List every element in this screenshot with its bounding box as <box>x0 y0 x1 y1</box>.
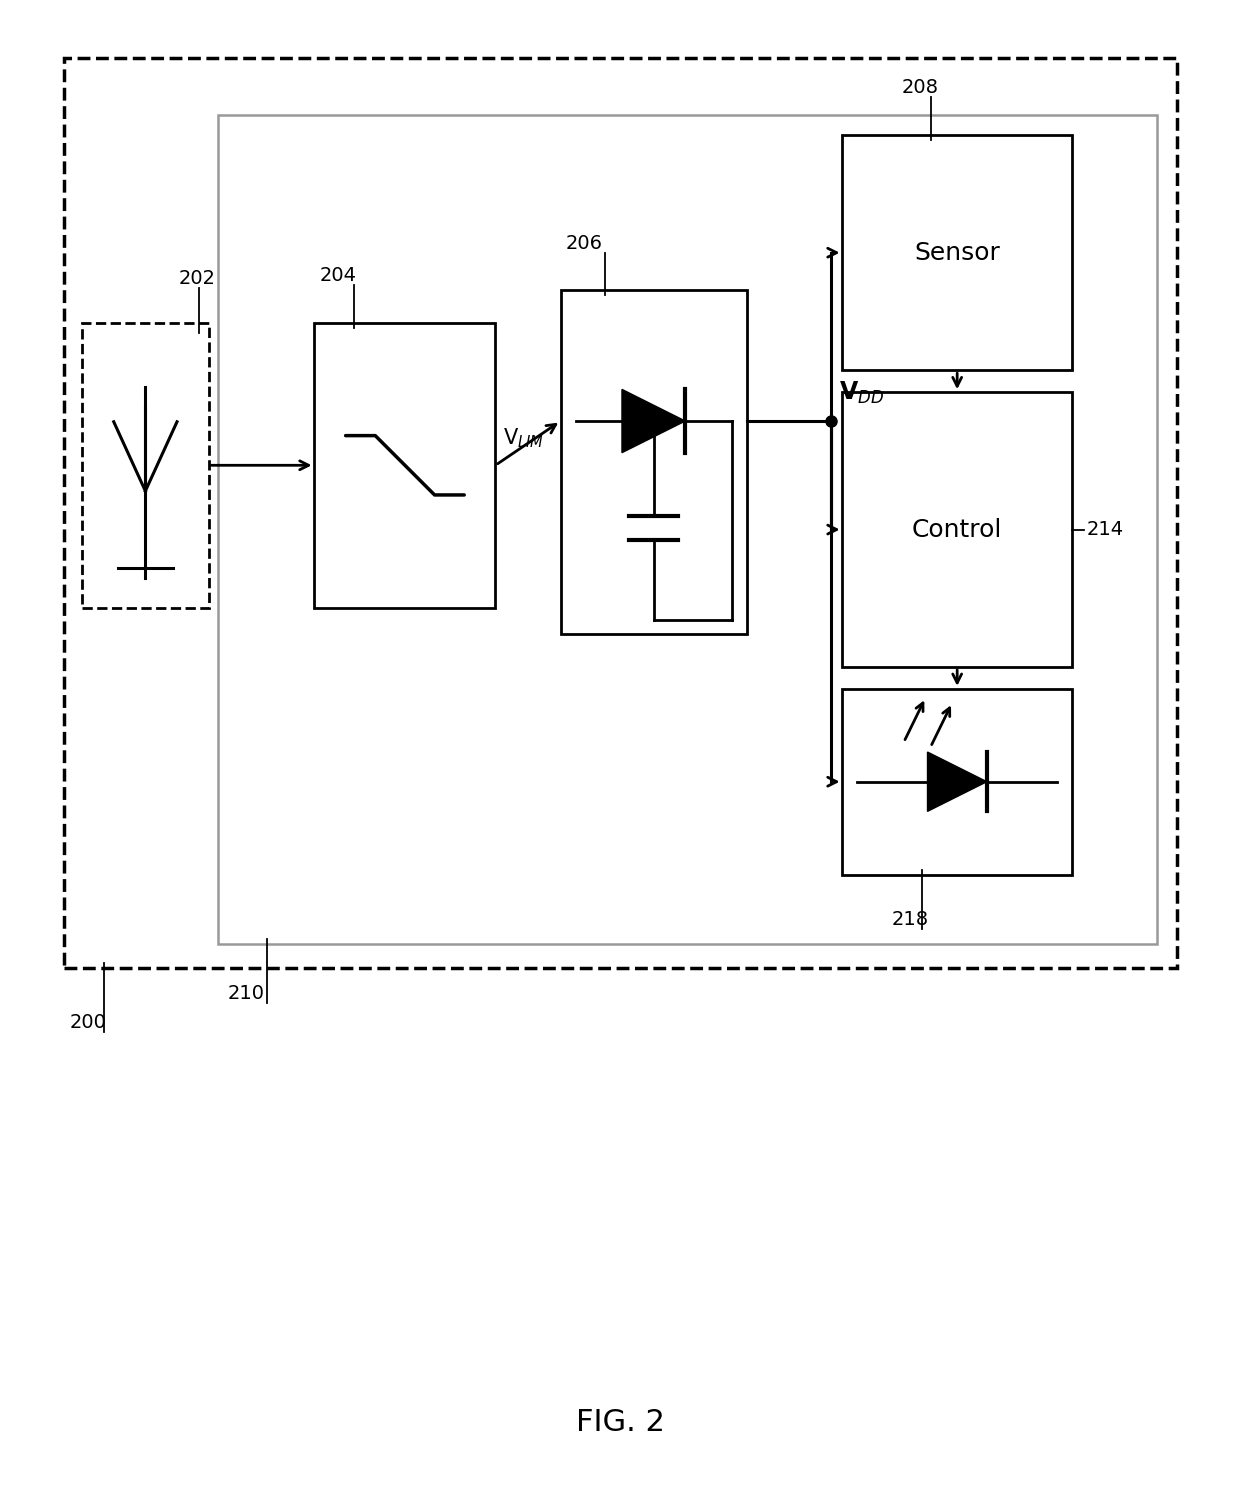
Text: 204: 204 <box>320 266 356 286</box>
Text: 202: 202 <box>179 269 216 289</box>
Text: 206: 206 <box>565 234 603 252</box>
Bar <box>82 323 208 607</box>
Bar <box>217 115 1157 944</box>
Text: FIG. 2: FIG. 2 <box>575 1408 665 1437</box>
Bar <box>64 57 1177 967</box>
Polygon shape <box>928 752 987 811</box>
Bar <box>560 290 746 635</box>
Text: Sensor: Sensor <box>914 240 1001 264</box>
Text: 218: 218 <box>892 910 929 929</box>
Text: 208: 208 <box>901 79 939 97</box>
Bar <box>842 393 1071 666</box>
Text: V$_{LIM}$: V$_{LIM}$ <box>503 426 544 450</box>
Text: V$_{DD}$: V$_{DD}$ <box>838 379 884 406</box>
Text: 214: 214 <box>1086 520 1123 539</box>
Text: Control: Control <box>911 518 1002 541</box>
Bar <box>315 323 496 607</box>
Bar <box>842 134 1071 370</box>
Text: 200: 200 <box>69 1012 107 1032</box>
Text: 210: 210 <box>227 984 264 1003</box>
Polygon shape <box>622 390 686 453</box>
Bar <box>842 689 1071 875</box>
